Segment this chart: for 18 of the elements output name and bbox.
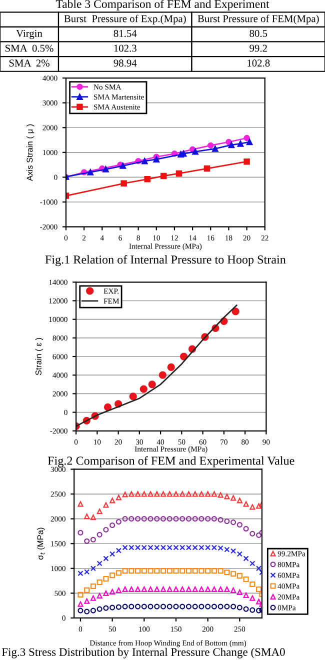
text: SMA 0.5% xyxy=(5,44,54,52)
text: Virgin xyxy=(16,30,42,40)
text: Fig.1 Relation of Internal Pressure to Hoop Strain xyxy=(45,255,286,266)
text: 102.3 xyxy=(114,44,136,52)
text: Fig.3 Stress Distribution by Internal Pressure Change (SMA0 xyxy=(2,648,285,658)
text: Burst Pressure of Exp.(Mpa) xyxy=(64,14,186,24)
text: Burst Pressure of FEM(Mpa) xyxy=(198,14,319,24)
text: 99.2 xyxy=(250,44,267,52)
text: Fig.2 Comparison of FEM and Experimental Value xyxy=(48,456,294,468)
text: 81.54 xyxy=(114,30,137,37)
y-axis-title: Axis Strain ( μ ) xyxy=(26,124,34,181)
text: 80.5 xyxy=(250,30,268,37)
text: Table 3 Comparison of FEM and Experiment xyxy=(56,0,270,10)
y-axis-title: σ$_{t}$ (MPa) xyxy=(37,528,45,560)
text: 102.8 xyxy=(248,60,270,67)
y-axis-title: Strain ( ε ) xyxy=(35,338,44,376)
text: SMA 2% xyxy=(9,60,50,67)
text: 98.94 xyxy=(114,60,137,67)
